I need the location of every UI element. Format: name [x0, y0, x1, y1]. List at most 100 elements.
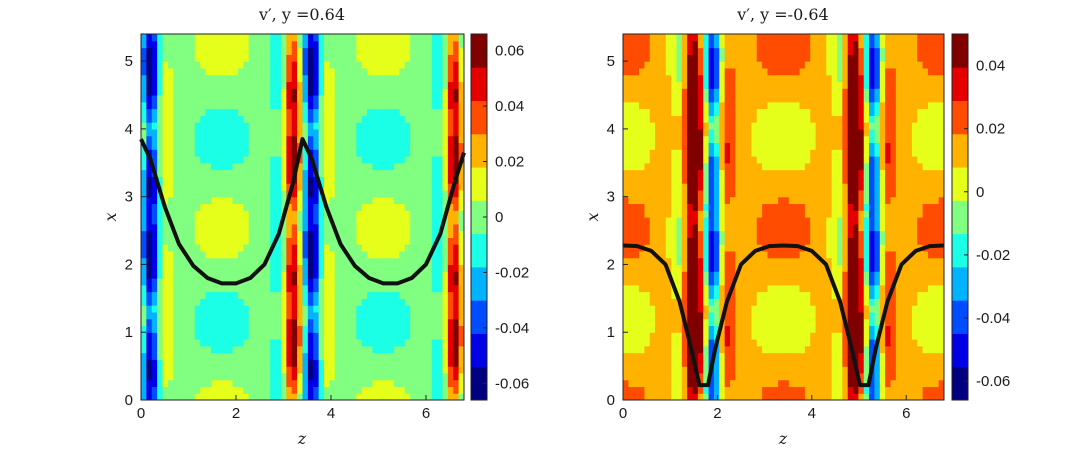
contour-cell: [431, 88, 438, 96]
contour-cell: [719, 67, 726, 76]
contour-cell: [623, 47, 629, 55]
contour-cell: [270, 169, 277, 177]
contour-cell: [708, 210, 715, 218]
contour-cell: [340, 325, 347, 333]
contour-cell: [453, 257, 460, 266]
contour-cell: [167, 203, 174, 211]
contour-cell: [280, 34, 287, 42]
contour-cell: [740, 393, 747, 400]
contour-cell: [264, 244, 271, 252]
contour-cell: [383, 122, 390, 130]
contour-cell: [671, 244, 678, 252]
contour-cell: [350, 74, 357, 83]
colorbar-swatch: [471, 100, 487, 135]
contour-cell: [628, 217, 635, 225]
contour-cell: [671, 210, 678, 218]
contour-cell: [173, 135, 180, 144]
contour-cell: [458, 271, 464, 279]
contour-cell: [676, 223, 683, 232]
contour-cell: [205, 115, 212, 123]
colorbar-tick-label: -0.04: [495, 320, 529, 337]
contour-cell: [318, 223, 325, 232]
contour-cell: [280, 237, 287, 245]
contour-cell: [264, 318, 271, 327]
contour-cell: [270, 115, 277, 123]
contour-cell: [372, 34, 379, 42]
contour-cell: [751, 122, 758, 130]
contour-cell: [724, 339, 731, 347]
contour-cell: [719, 108, 726, 116]
contour-cell: [350, 47, 357, 55]
contour-cell: [178, 237, 185, 245]
contour-cell: [453, 311, 460, 320]
contour-cell: [157, 291, 164, 299]
contour-cell: [778, 284, 785, 293]
contour-cell: [713, 278, 720, 286]
contour-cell: [280, 352, 287, 360]
contour-cell: [157, 176, 164, 184]
contour-cell: [200, 386, 207, 394]
contour-cell: [367, 278, 374, 286]
contour-cell: [302, 203, 309, 211]
contour-cell: [633, 250, 640, 259]
contour-cell: [756, 352, 763, 360]
contour-cell: [259, 54, 266, 62]
contour-cell: [270, 122, 277, 130]
contour-cell: [655, 156, 662, 164]
contour-cell: [713, 67, 720, 76]
contour-cell: [437, 386, 444, 394]
contour-cell: [633, 183, 640, 191]
contour-cell: [740, 88, 747, 96]
contour-cell: [404, 34, 411, 42]
contour-cell: [751, 149, 758, 157]
contour-cell: [676, 169, 683, 177]
contour-cell: [697, 230, 704, 238]
contour-cell: [697, 128, 704, 137]
contour-cell: [248, 379, 255, 388]
contour-cell: [633, 189, 640, 198]
contour-cell: [458, 305, 464, 313]
contour-cell: [280, 149, 287, 157]
contour-cell: [415, 74, 422, 83]
contour-cell: [275, 142, 282, 150]
contour-cell: [210, 169, 217, 177]
contour-cell: [665, 183, 672, 191]
contour-cell: [713, 142, 720, 150]
contour-cell: [623, 34, 629, 42]
contour-cell: [286, 311, 293, 320]
contour-cell: [410, 183, 417, 191]
contour-cell: [237, 203, 244, 211]
contour-cell: [383, 156, 390, 164]
contour-cell: [141, 108, 147, 116]
contour-cell: [302, 34, 309, 42]
contour-cell: [697, 393, 704, 400]
contour-cell: [151, 237, 158, 245]
contour-cell: [189, 237, 196, 245]
contour-cell: [270, 318, 277, 327]
contour-cell: [735, 135, 742, 144]
contour-cell: [783, 189, 790, 198]
contour-cell: [302, 223, 309, 232]
contour-cell: [447, 311, 454, 320]
contour-cell: [372, 169, 379, 177]
contour-cell: [740, 149, 747, 157]
contour-cell: [361, 81, 368, 89]
contour-cell: [713, 250, 720, 259]
contour-cell: [762, 183, 769, 191]
contour-cell: [388, 325, 395, 333]
contour-cell: [162, 345, 169, 354]
contour-cell: [772, 298, 779, 306]
contour-cell: [415, 305, 422, 313]
contour-cell: [708, 203, 715, 211]
contour-cell: [426, 284, 433, 293]
contour-cell: [173, 61, 180, 69]
contour-cell: [420, 237, 427, 245]
contour-cell: [746, 379, 752, 388]
contour-cell: [399, 81, 406, 89]
contour-cell: [162, 291, 169, 299]
contour-cell: [216, 244, 223, 252]
contour-cell: [178, 203, 185, 211]
contour-cell: [735, 115, 742, 123]
contour-cell: [676, 149, 683, 157]
contour-cell: [420, 95, 427, 103]
